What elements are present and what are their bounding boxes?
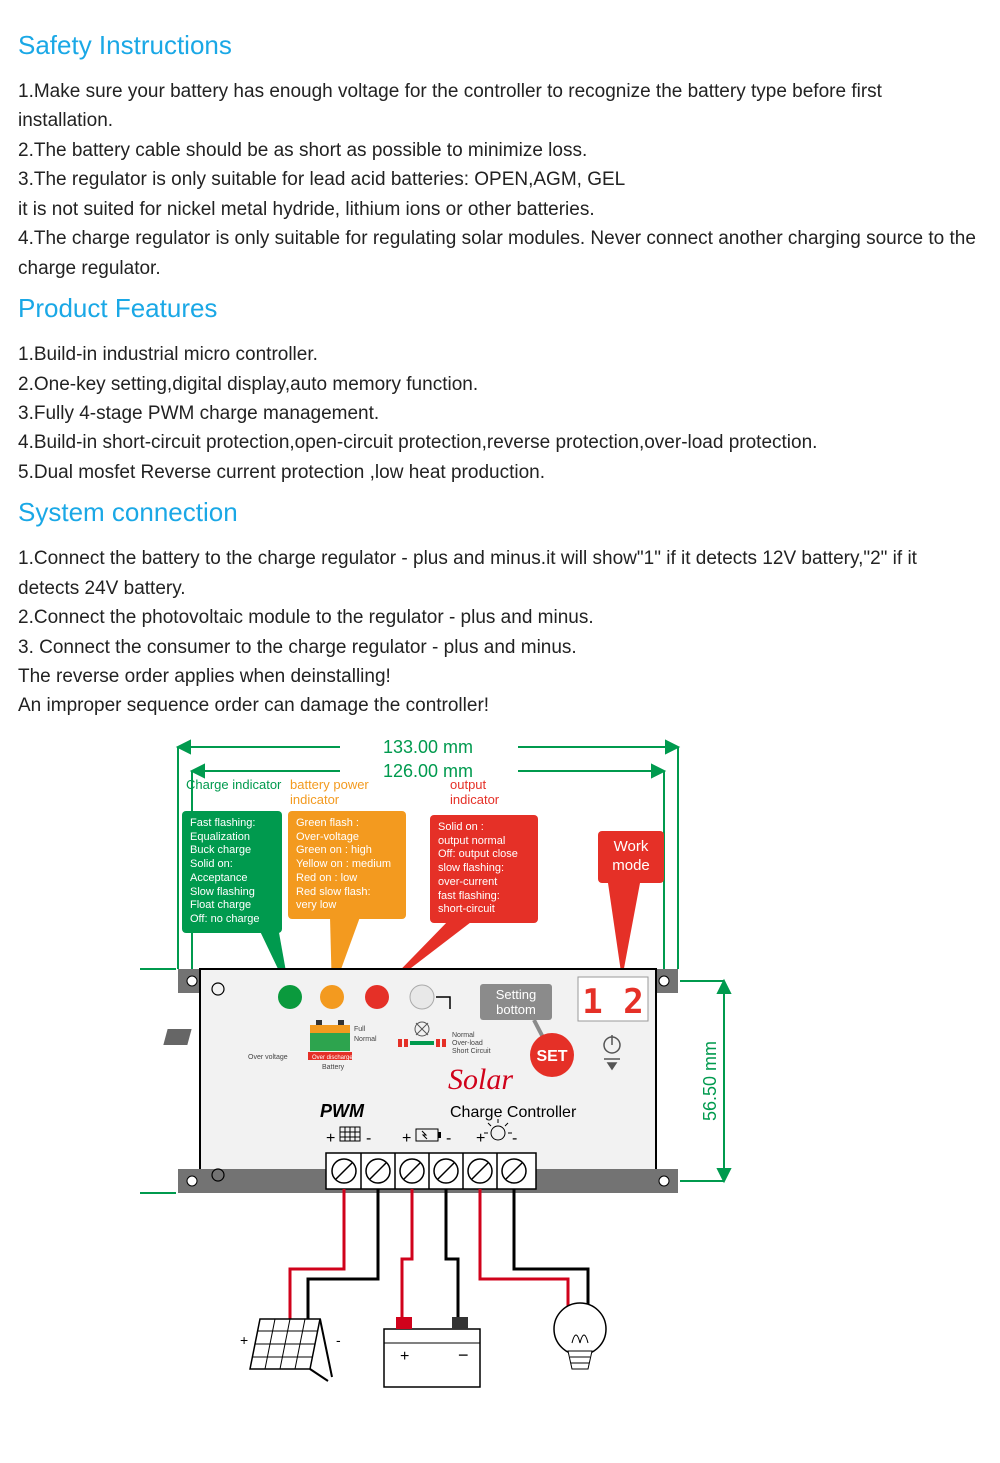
svg-text:Full: Full (354, 1026, 366, 1033)
svg-text:+: + (476, 1130, 485, 1147)
connection-item: 3. Connect the consumer to the charge re… (18, 633, 982, 662)
svg-text:-: - (512, 1130, 517, 1147)
svg-text:Over discharge: Over discharge (312, 1055, 353, 1061)
feature-item: 5.Dual mosfet Reverse current protection… (18, 458, 982, 487)
svg-text:Normal: Normal (354, 1036, 377, 1043)
bulb-icon (554, 1303, 606, 1369)
work-callout: Work mode (598, 831, 664, 883)
solar-logo: Solar (448, 1063, 513, 1096)
safety-item: it is not suited for nickel metal hydrid… (18, 195, 982, 224)
svg-text:−: − (458, 1345, 469, 1365)
output-callout: Solid on : output normal Off: output clo… (430, 815, 538, 923)
svg-text:Short Circuit: Short Circuit (452, 1048, 491, 1055)
safety-section: Safety Instructions 1.Make sure your bat… (18, 30, 982, 283)
battery-icon: + − (384, 1317, 480, 1387)
dim-outer-w: 133.00 mm (383, 737, 473, 757)
solar-panel-icon (250, 1319, 332, 1381)
connection-item: An improper sequence order can damage th… (18, 691, 982, 720)
led-white (410, 985, 434, 1009)
feature-item: 4.Build-in short-circuit protection,open… (18, 428, 982, 457)
feature-item: 3.Fully 4-stage PWM charge management. (18, 399, 982, 428)
connection-item: 1.Connect the battery to the charge regu… (18, 544, 982, 603)
svg-text:+: + (240, 1332, 248, 1348)
svg-text:Over-load: Over-load (452, 1040, 483, 1047)
connection-item: The reverse order applies when deinstall… (18, 662, 982, 691)
features-title: Product Features (18, 293, 982, 324)
safety-item: 4.The charge regulator is only suitable … (18, 224, 982, 283)
terminal-block (326, 1153, 536, 1189)
svg-text:SET: SET (536, 1048, 567, 1065)
svg-text:+: + (326, 1130, 335, 1147)
dim-inner-h: 56.50 mm (700, 1041, 720, 1121)
led-red (365, 985, 389, 1009)
connection-title: System connection (18, 497, 982, 528)
feature-item: 1.Build-in industrial micro controller. (18, 340, 982, 369)
svg-text:Normal: Normal (452, 1032, 475, 1039)
output-title: outputindicator (450, 777, 499, 807)
safety-title: Safety Instructions (18, 30, 982, 61)
connection-section: System connection 1.Connect the battery … (18, 497, 982, 721)
charge-title: Charge indicator (186, 777, 256, 792)
led-green (278, 985, 302, 1009)
pwm-text: PWM (320, 1101, 365, 1121)
safety-item: 2.The battery cable should be as short a… (18, 136, 982, 165)
feature-item: 2.One-key setting,digital display,auto m… (18, 370, 982, 399)
wiring: + - + − (240, 1189, 606, 1387)
safety-item: 3.The regulator is only suitable for lea… (18, 165, 982, 194)
svg-text:-: - (446, 1130, 451, 1147)
svg-text:-: - (336, 1332, 341, 1348)
battery-title: battery powerindicator (290, 777, 369, 807)
connection-item: 2.Connect the photovoltaic module to the… (18, 603, 982, 632)
work-pointer (608, 883, 640, 979)
svg-text:bottom: bottom (496, 1002, 536, 1017)
device-diagram: Charge indicator battery powerindicator … (140, 729, 860, 1429)
svg-text:+: + (400, 1348, 409, 1365)
led-orange (320, 985, 344, 1009)
cc-text: Charge Controller (450, 1104, 577, 1121)
svg-text:-: - (366, 1130, 371, 1147)
battery-callout: Green flash : Over-voltage Green on : hi… (288, 811, 406, 919)
features-section: Product Features 1.Build-in industrial m… (18, 293, 982, 487)
svg-text:Battery: Battery (322, 1064, 345, 1071)
svg-text:Over voltage: Over voltage (248, 1054, 288, 1061)
safety-item: 1.Make sure your battery has enough volt… (18, 77, 982, 136)
svg-text:Setting: Setting (496, 987, 536, 1002)
charge-callout: Fast flashing: Equalization Buck charge … (182, 811, 282, 933)
digit-display: 1 2 (582, 982, 643, 1022)
svg-text:+: + (402, 1130, 411, 1147)
device: Setting bottom 1 2 Over voltage Full Nor… (163, 969, 678, 1193)
